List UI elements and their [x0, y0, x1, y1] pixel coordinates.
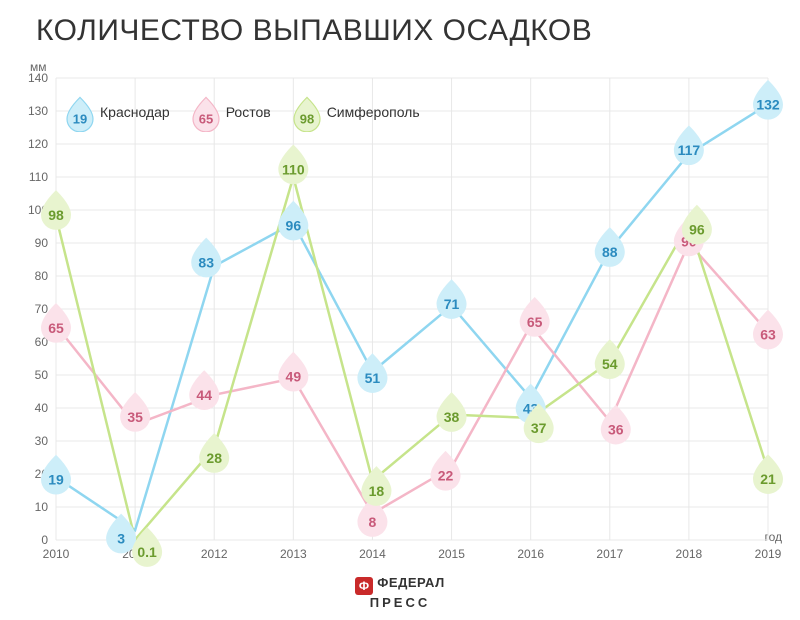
drop-icon: 65	[192, 96, 220, 132]
svg-text:19: 19	[73, 111, 87, 126]
svg-text:65: 65	[198, 111, 212, 126]
data-drop: 18	[361, 466, 391, 506]
svg-text:98: 98	[299, 111, 313, 126]
svg-text:140: 140	[28, 71, 48, 85]
data-drop: 83	[191, 238, 221, 278]
svg-text:2014: 2014	[359, 547, 386, 561]
drop-icon: 98	[293, 96, 321, 132]
svg-text:21: 21	[760, 471, 776, 487]
footer-brand: Ф ФЕДЕРАЛ ПРЕСС	[0, 575, 800, 610]
svg-text:36: 36	[608, 421, 624, 437]
data-drop: 35	[120, 392, 150, 432]
svg-text:54: 54	[602, 356, 618, 372]
svg-text:110: 110	[282, 161, 305, 177]
data-drop: 65	[520, 297, 550, 337]
svg-text:117: 117	[678, 142, 701, 158]
svg-text:90: 90	[35, 236, 49, 250]
svg-text:96: 96	[286, 217, 302, 233]
data-drop: 110	[278, 145, 308, 185]
svg-text:88: 88	[602, 244, 618, 260]
svg-text:3: 3	[117, 530, 125, 546]
series-line-krasnodar	[56, 104, 768, 530]
series-line-rostov	[56, 243, 768, 514]
svg-text:38: 38	[444, 409, 460, 425]
svg-text:132: 132	[756, 97, 780, 113]
svg-text:2018: 2018	[676, 547, 703, 561]
series-line-simferopol	[56, 177, 768, 540]
legend: 19 Краснодар 65 Ростов 98 Симферополь	[66, 96, 420, 128]
svg-text:0: 0	[41, 533, 48, 547]
data-drop: 36	[601, 405, 631, 445]
legend-item-rostov: 65 Ростов	[192, 96, 271, 128]
data-drop: 71	[437, 279, 467, 319]
data-drop: 98	[41, 190, 71, 230]
svg-text:83: 83	[198, 254, 214, 270]
svg-text:10: 10	[35, 500, 49, 514]
svg-text:110: 110	[29, 170, 48, 184]
svg-text:120: 120	[28, 137, 48, 151]
brand-text-top: ФЕДЕРАЛ	[377, 575, 444, 590]
data-drop: 21	[753, 454, 783, 494]
data-drop: 28	[199, 433, 229, 473]
data-drop: 49	[278, 352, 308, 392]
data-drop: 3	[106, 514, 136, 554]
data-drop: 38	[437, 392, 467, 432]
svg-text:28: 28	[206, 450, 222, 466]
svg-text:37: 37	[531, 420, 547, 436]
svg-text:51: 51	[365, 370, 381, 386]
svg-text:49: 49	[286, 369, 302, 385]
svg-text:63: 63	[760, 326, 776, 342]
legend-label: Ростов	[226, 104, 271, 120]
legend-label: Краснодар	[100, 104, 170, 120]
svg-text:65: 65	[527, 314, 543, 330]
legend-label: Симферополь	[327, 104, 420, 120]
precipitation-chart: 0102030405060708090100110120130140 20102…	[0, 0, 800, 620]
data-drop: 96	[682, 205, 712, 245]
svg-text:22: 22	[438, 468, 454, 484]
data-drop: 117	[674, 125, 704, 165]
svg-text:2016: 2016	[517, 547, 544, 561]
svg-text:44: 44	[196, 387, 212, 403]
svg-text:130: 130	[28, 104, 48, 118]
brand-text-bottom: ПРЕСС	[370, 595, 430, 610]
data-drop: 0.1	[132, 527, 162, 567]
svg-text:35: 35	[127, 409, 143, 425]
svg-text:70: 70	[35, 302, 49, 316]
svg-text:30: 30	[35, 434, 49, 448]
svg-text:2013: 2013	[280, 547, 307, 561]
data-drop: 88	[595, 227, 625, 267]
data-drop: 19	[41, 455, 71, 495]
svg-text:40: 40	[35, 401, 49, 415]
svg-text:2015: 2015	[438, 547, 465, 561]
svg-text:18: 18	[369, 483, 385, 499]
drop-icon: 19	[66, 96, 94, 132]
legend-item-simferopol: 98 Симферополь	[293, 96, 420, 128]
svg-text:50: 50	[35, 368, 49, 382]
svg-text:65: 65	[48, 320, 64, 336]
svg-text:2019: 2019	[755, 547, 782, 561]
svg-text:8: 8	[369, 514, 377, 530]
brand-icon: Ф	[355, 577, 373, 595]
svg-text:19: 19	[48, 472, 64, 488]
data-drop: 96	[278, 201, 308, 241]
svg-text:96: 96	[689, 221, 705, 237]
legend-item-krasnodar: 19 Краснодар	[66, 96, 170, 128]
svg-text:0.1: 0.1	[137, 544, 157, 560]
svg-text:80: 80	[35, 269, 49, 283]
svg-text:2010: 2010	[43, 547, 70, 561]
data-drop: 63	[753, 310, 783, 350]
svg-text:2017: 2017	[596, 547, 623, 561]
svg-text:98: 98	[48, 207, 64, 223]
data-drop: 132	[753, 80, 783, 120]
data-drop: 51	[357, 353, 387, 393]
svg-text:71: 71	[444, 296, 460, 312]
svg-text:2012: 2012	[201, 547, 228, 561]
